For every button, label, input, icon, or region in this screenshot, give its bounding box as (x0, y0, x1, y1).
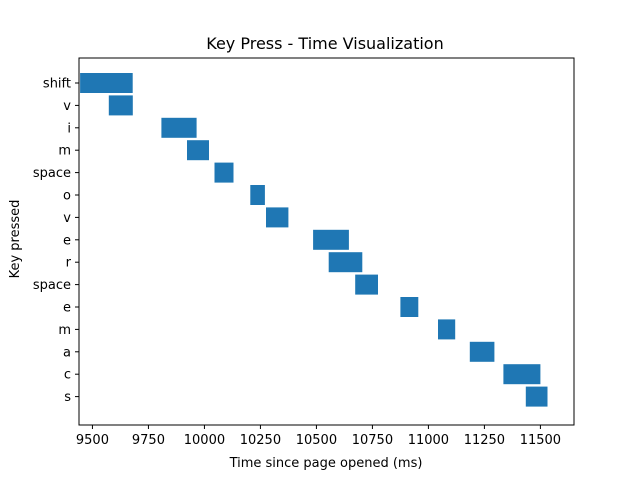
x-tick-label: 9500 (76, 433, 109, 448)
bar-space (214, 162, 234, 183)
bar-v (108, 95, 133, 116)
bar-c (503, 364, 541, 385)
x-tick-label: 10250 (240, 433, 281, 448)
bar-e (313, 229, 349, 250)
y-tick-label: a (63, 345, 71, 360)
bars-layer (80, 73, 548, 407)
y-tick-label: v (63, 211, 71, 226)
x-tick-label: 10500 (296, 433, 337, 448)
x-tick-label: 9750 (132, 433, 165, 448)
x-axis-label: Time since page opened (ms) (229, 456, 423, 471)
chart-title: Key Press - Time Visualization (206, 34, 443, 53)
bar-v (266, 207, 289, 228)
y-tick-label: m (58, 144, 71, 159)
y-tick-label: space (33, 166, 71, 181)
bar-e (400, 297, 419, 317)
y-tick-label: i (67, 121, 71, 136)
y-tick-label: r (66, 256, 72, 271)
bar-a (469, 341, 495, 362)
y-tick-label: m (58, 323, 71, 338)
bar-s (525, 386, 548, 407)
x-tick-label: 11250 (464, 433, 505, 448)
x-tick-label: 11500 (520, 433, 561, 448)
y-tick-label: e (63, 233, 71, 248)
bar-shift (80, 73, 133, 93)
bar-r (328, 252, 363, 273)
bar-m (187, 140, 209, 161)
y-axis-label: Key pressed (8, 200, 23, 279)
y-tick-label: o (63, 189, 71, 204)
y-tick-label: c (64, 368, 71, 383)
y-tick-label: e (63, 301, 71, 316)
bar-m (438, 319, 456, 340)
y-tick-label: shift (43, 77, 71, 92)
y-tick-label: s (64, 390, 71, 405)
bar-space (355, 274, 378, 295)
plot-frame (78, 57, 575, 426)
bar-o (250, 185, 265, 205)
x-tick-label: 11000 (408, 433, 449, 448)
y-tick-label: v (63, 99, 71, 114)
x-ticks-layer: 9500 9750 10000 10250 10500 10750 11000 11250 11… (76, 425, 561, 448)
x-tick-label: 10750 (352, 433, 393, 448)
y-tick-label: space (33, 278, 71, 293)
bar-i (161, 117, 197, 138)
x-tick-label: 10000 (184, 433, 225, 448)
